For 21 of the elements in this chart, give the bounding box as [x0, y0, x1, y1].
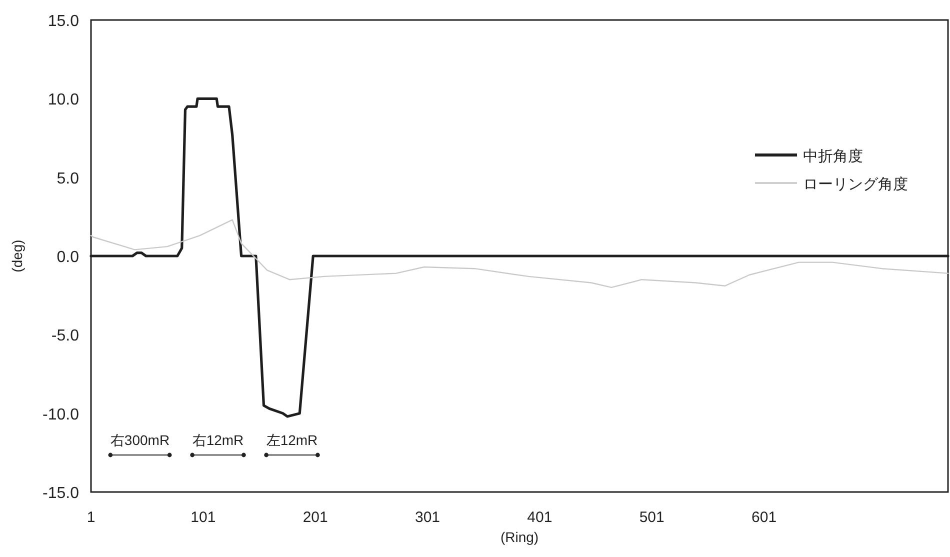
x-tick-label: 501 [639, 509, 664, 526]
legend-label: ローリング角度 [803, 176, 908, 193]
x-tick-label: 101 [190, 509, 216, 526]
x-tick-label: 201 [302, 509, 328, 526]
y-tick-label: 15.0 [48, 13, 80, 30]
x-tick-label: 601 [752, 509, 777, 526]
annotation: 左12mR [266, 432, 318, 448]
x-tick-label: 301 [415, 509, 440, 526]
y-tick-label: -10.0 [42, 406, 80, 424]
y-tick-label: 10.0 [48, 92, 80, 109]
y-tick-label: 5.0 [56, 170, 80, 188]
annotation: 右12mR [192, 432, 244, 448]
x-tick-label: 401 [527, 509, 552, 526]
x-tick-label: 1 [86, 509, 96, 526]
y-tick-label: 0.0 [56, 249, 80, 266]
x-axis-title: (Ring) [500, 529, 539, 545]
y-tick-label: -5.0 [51, 328, 80, 345]
y-tick-label: -15.0 [42, 485, 80, 502]
y-axis-title: (deg) [9, 240, 25, 272]
annotation: 右300mR [110, 432, 170, 448]
legend-label: 中折角度 [803, 148, 863, 165]
